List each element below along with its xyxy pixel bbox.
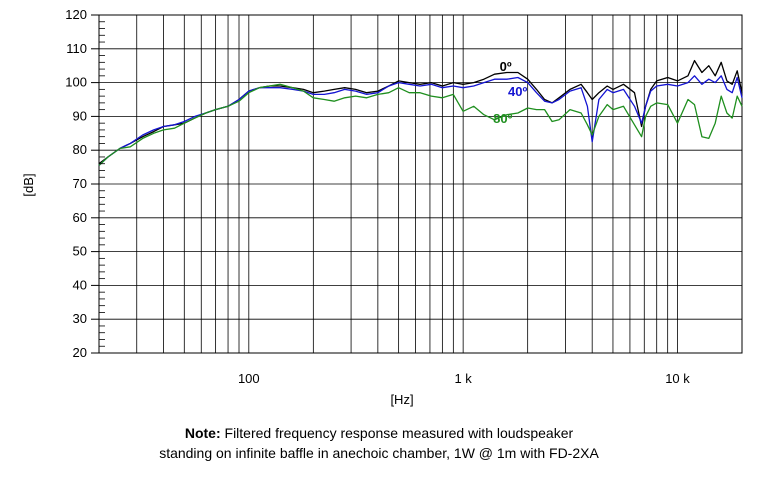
y-tick-label: 110 <box>66 41 87 56</box>
y-tick-label: 100 <box>65 75 87 90</box>
series-line-1 <box>98 75 743 166</box>
y-tick-label: 60 <box>73 210 87 225</box>
series-label-1: 40º <box>508 84 527 99</box>
y-tick-label: 80 <box>73 142 87 157</box>
y-tick-label: 90 <box>73 108 87 123</box>
note-line-1-text: Filtered frequency response measured wit… <box>220 425 574 441</box>
x-tick-label: 100 <box>238 371 260 386</box>
series-line-0 <box>98 59 743 165</box>
x-tick-label: 1 k <box>454 371 472 386</box>
series-line-2 <box>98 83 743 166</box>
series-layer: 0º 40º 80º <box>98 59 743 166</box>
y-axis-label: [dB] <box>21 173 36 196</box>
note-line-1: Note: Filtered frequency response measur… <box>0 423 758 443</box>
y-tick-label: 20 <box>73 345 87 360</box>
note-caption: Note: Filtered frequency response measur… <box>0 423 758 463</box>
note-bold-label: Note: <box>184 425 221 441</box>
y-tick-label: 40 <box>73 277 87 292</box>
y-tick-label: 120 <box>65 7 87 22</box>
y-tick-label: 70 <box>73 176 87 191</box>
x-axis-label: [Hz] <box>390 392 413 407</box>
tick-layer: 20 30 40 50 60 70 80 90 100 110 120 100 1 k 10 k <box>65 7 690 386</box>
plot-grid <box>99 14 742 354</box>
frequency-response-chart: 0º 40º 80º 20 30 40 50 60 70 80 90 100 110 120 100 1 k… <box>21 7 743 407</box>
series-label-2: 80º <box>493 111 512 126</box>
y-tick-label: 50 <box>73 244 87 259</box>
y-tick-label: 30 <box>73 311 87 326</box>
note-line-2: standing on infinite baffle in anechoic … <box>159 445 599 461</box>
series-label-0: 0º <box>500 59 512 74</box>
x-tick-label: 10 k <box>665 371 690 386</box>
